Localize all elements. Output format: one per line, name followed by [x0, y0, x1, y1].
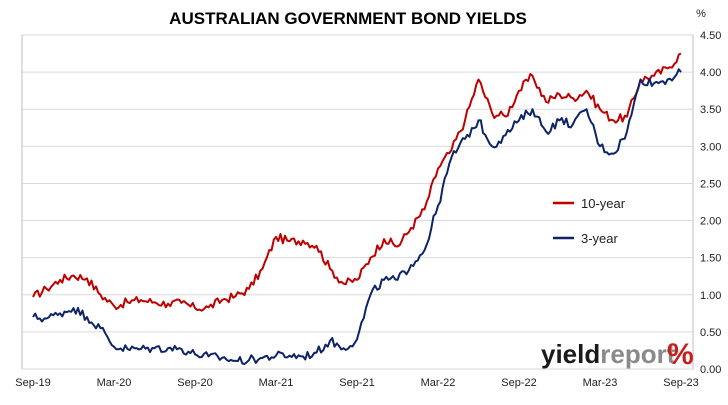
x-tick-label: Mar-21 — [259, 377, 294, 389]
x-tick-label: Sep-22 — [501, 377, 536, 389]
legend-label-3-year: 3-year — [581, 231, 619, 246]
series-lines — [32, 52, 682, 365]
x-tick-label: Mar-20 — [97, 377, 132, 389]
y-tick-label: 1.50 — [700, 253, 721, 265]
x-tick-label: Sep-21 — [339, 377, 374, 389]
y-tick-label: 4.00 — [700, 67, 721, 79]
x-tick-label: Mar-22 — [421, 377, 456, 389]
legend: 10-year 3-year — [553, 196, 626, 246]
x-axis-tick-labels: Sep-19 Mar-20 Sep-20 Mar-21 Sep-21 Mar-22 Sep-… — [15, 377, 698, 389]
series-line-3-year — [32, 68, 682, 365]
x-tick-label: Mar-23 — [583, 377, 618, 389]
y-tick-label: 0.50 — [700, 327, 721, 339]
x-tick-label: Sep-23 — [663, 377, 698, 389]
y-tick-label: 0.00 — [700, 364, 721, 376]
y-tick-label: 3.50 — [700, 104, 721, 116]
gridlines — [22, 34, 693, 370]
svg-text:yieldreport: yieldreport — [541, 339, 676, 369]
y-tick-label: 4.50 — [700, 30, 721, 42]
yieldreport-logo: yieldreport % — [541, 338, 694, 371]
y-axis-tick-labels: 0.00 0.50 1.00 1.50 2.00 2.50 3.00 3.50 4.00 4.50 — [700, 30, 721, 376]
logo-text-report: report — [600, 339, 675, 369]
chart-title: AUSTRALIAN GOVERNMENT BOND YIELDS — [169, 9, 527, 28]
y-tick-label: 1.00 — [700, 290, 721, 302]
logo-text-yield: yield — [541, 339, 600, 369]
y-tick-label: 2.00 — [700, 216, 721, 228]
y-tick-label: 2.50 — [700, 178, 721, 190]
x-tick-label: Sep-19 — [15, 377, 50, 389]
y-axis-unit-label: % — [696, 8, 706, 20]
logo-percent-sign: % — [667, 338, 694, 371]
series-line-10-year — [32, 52, 682, 312]
x-tick-label: Sep-20 — [177, 377, 212, 389]
y-tick-label: 3.00 — [700, 141, 721, 153]
legend-label-10-year: 10-year — [581, 196, 626, 211]
